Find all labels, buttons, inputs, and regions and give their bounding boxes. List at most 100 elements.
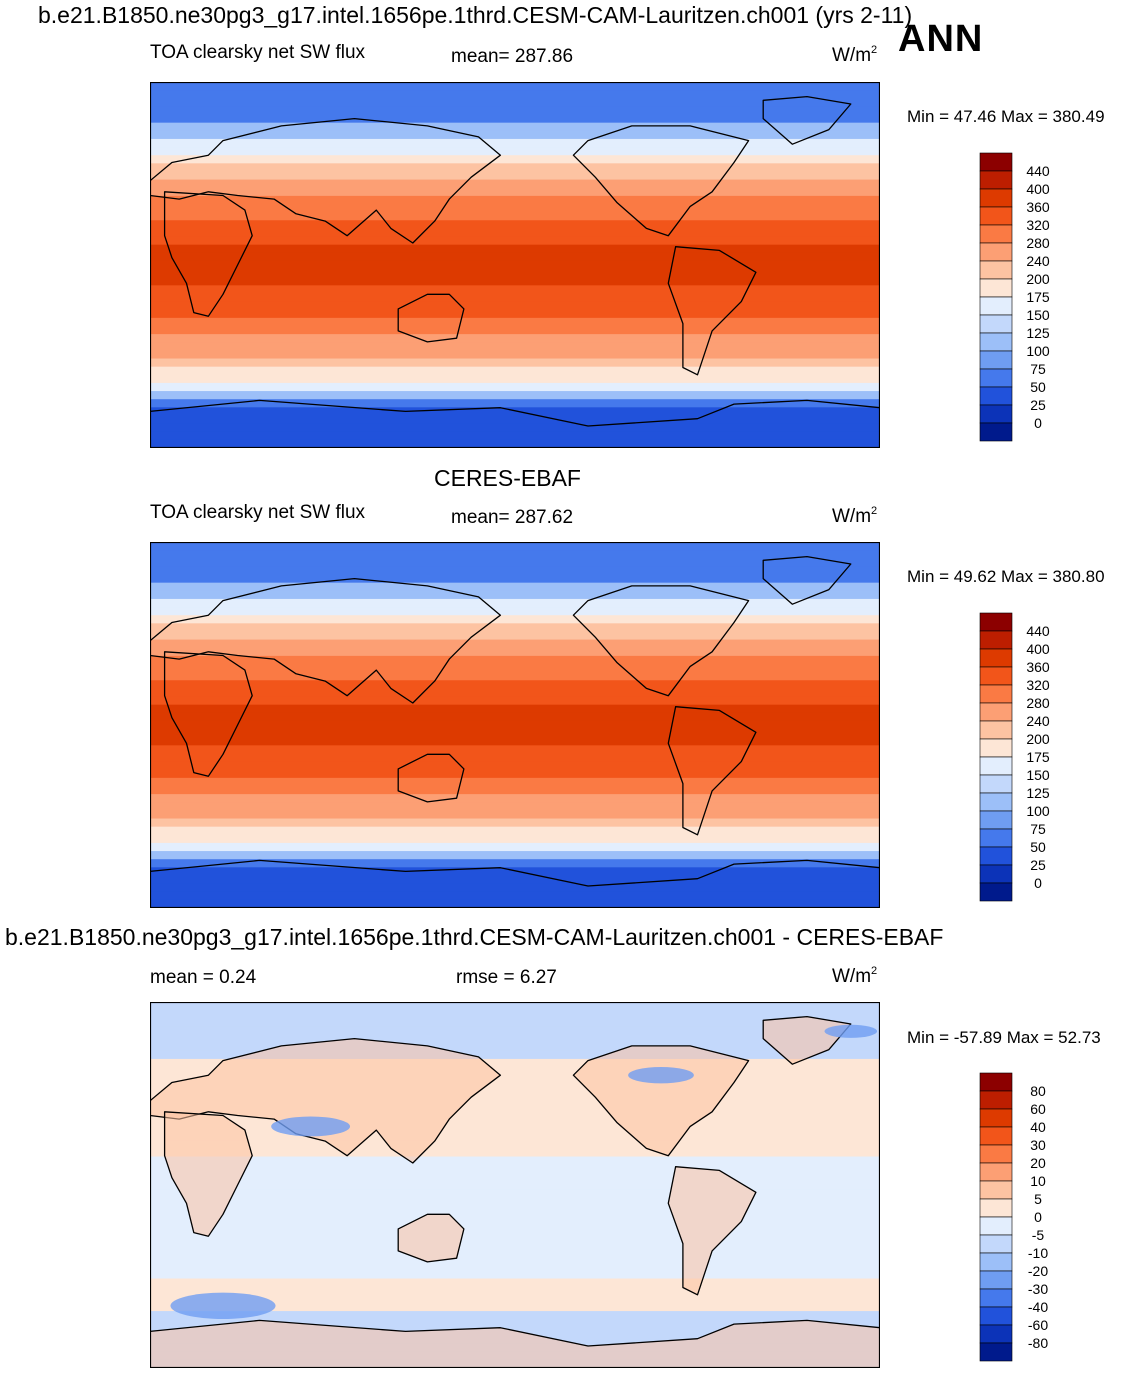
map-band [150, 582, 880, 592]
colorbar-swatch [979, 1306, 1013, 1326]
map-band [150, 326, 880, 335]
map-band [150, 826, 880, 836]
map-band [150, 1270, 880, 1280]
colorbar-tick-label: 440 [1026, 163, 1050, 179]
coastline [163, 191, 253, 317]
colorbar-swatch [979, 1288, 1013, 1308]
map-band [150, 1034, 880, 1044]
map-band [150, 1221, 880, 1231]
colorbar-tick-label: 75 [1030, 361, 1046, 377]
panel2-minmax: Min = 49.62 Max = 380.80 [907, 567, 1105, 586]
colorbar-swatch [979, 332, 1013, 352]
map-band [150, 1140, 880, 1149]
map-band [150, 1262, 880, 1271]
colorbar-tick-label: 60 [1030, 1101, 1046, 1117]
coastline [667, 246, 757, 376]
colorbar-swatch [979, 386, 1013, 406]
map-band [150, 737, 880, 746]
colorbar-swatch [979, 1126, 1013, 1146]
colorbar-tick-label: -10 [1028, 1245, 1048, 1261]
coastline [397, 293, 465, 343]
panel2-map [150, 542, 880, 908]
map-band [150, 1294, 880, 1304]
colorbar-swatch [979, 278, 1013, 298]
map-band [150, 350, 880, 360]
coastline [163, 651, 253, 777]
map-band [150, 729, 880, 738]
map-band [150, 1010, 880, 1019]
map-band [150, 98, 880, 107]
colorbar-swatch [979, 206, 1013, 226]
colorbar-tick-label: 25 [1030, 397, 1046, 413]
colorbar-tick-label: 125 [1026, 785, 1050, 801]
map-band [150, 1237, 880, 1247]
coastline [163, 1111, 253, 1237]
colorbar-tick-label: 0 [1034, 875, 1042, 891]
map-band [150, 415, 880, 425]
map-band [150, 1229, 880, 1239]
colorbar-swatch [979, 1342, 1013, 1362]
coastline [667, 1166, 757, 1296]
colorbar-swatch [979, 404, 1013, 424]
coastline [150, 1037, 502, 1164]
map-band [150, 1302, 880, 1312]
map-band [150, 1050, 880, 1060]
map-band [150, 1319, 880, 1328]
map-frame [150, 542, 880, 908]
map-band [150, 704, 880, 714]
colorbar-swatch [979, 792, 1013, 812]
panel3-units: W/m2 [832, 965, 878, 987]
season-label: ANN [898, 18, 984, 60]
colorbar-tick-label: -20 [1028, 1263, 1048, 1279]
map-band [150, 1075, 880, 1084]
colorbar-swatch [979, 350, 1013, 370]
diff-patch [170, 1292, 276, 1319]
colorbar-swatch [979, 152, 1013, 172]
map-band [150, 1197, 880, 1206]
colorbar-tick-label: 400 [1026, 181, 1050, 197]
map-band [150, 391, 880, 400]
map-band [150, 90, 880, 99]
coastline [150, 399, 880, 448]
map-band [150, 1311, 880, 1320]
map-band [150, 631, 880, 641]
map-band [150, 212, 880, 221]
colorbar-tick-label: 125 [1026, 325, 1050, 341]
map-band [150, 171, 880, 181]
map-band [150, 1278, 880, 1288]
coastline [572, 585, 750, 697]
colorbar-tick-label: 360 [1026, 199, 1050, 215]
colorbar-tick-label: -80 [1028, 1335, 1048, 1351]
colorbar-tick-label: -40 [1028, 1299, 1048, 1315]
map-band [150, 574, 880, 584]
map-band [150, 179, 880, 189]
colorbar-swatch [979, 612, 1013, 632]
map-band [150, 301, 880, 311]
map-band [150, 1132, 880, 1141]
colorbar-swatch [979, 1252, 1013, 1272]
map-band [150, 851, 880, 860]
map-band [150, 1091, 880, 1101]
map-band [150, 1042, 880, 1052]
map-band [150, 399, 880, 408]
map-band [150, 720, 880, 730]
map-band [150, 358, 880, 368]
colorbar-swatch [979, 684, 1013, 704]
map-band [150, 122, 880, 132]
colorbar-tick-label: 240 [1026, 713, 1050, 729]
colorbar-swatch [979, 882, 1013, 902]
panel3-map [150, 1002, 880, 1368]
map-band [150, 260, 880, 270]
colorbar-tick-label: 150 [1026, 767, 1050, 783]
coastline [572, 125, 750, 237]
map-band [150, 859, 880, 868]
map-band [150, 236, 880, 246]
colorbar-tick-label: 80 [1030, 1083, 1046, 1099]
colorbar-swatch [979, 1090, 1013, 1110]
coastline [572, 1045, 750, 1157]
colorbar-swatch [979, 666, 1013, 686]
map-band [150, 655, 880, 665]
panel1-colorbar: 440 400 360 320 280 240 200 175 150 125 100 75 50 25 0 [979, 152, 1050, 442]
map-band [150, 802, 880, 811]
panel1-variable-title: TOA clearsky net SW flux [150, 42, 366, 63]
